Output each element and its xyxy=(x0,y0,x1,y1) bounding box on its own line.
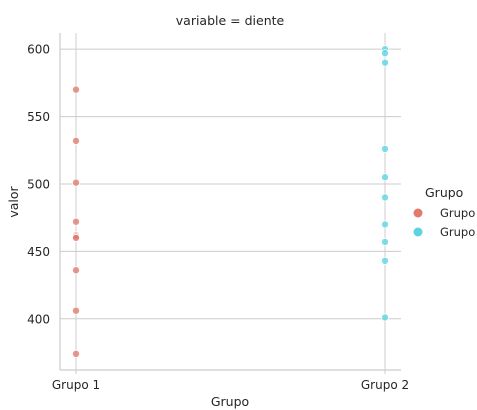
x-tick-label: Grupo 2 xyxy=(361,378,409,392)
legend: Grupo Grupo Grupo xyxy=(413,185,475,239)
x-tick-labels: Grupo 1 Grupo 2 xyxy=(52,378,409,392)
data-point xyxy=(380,173,389,182)
facet-title: variable = diente xyxy=(176,13,285,28)
data-points xyxy=(72,45,389,358)
data-point xyxy=(380,220,389,229)
legend-title: Grupo xyxy=(425,185,463,200)
grid-lines xyxy=(60,33,401,374)
legend-marker xyxy=(413,208,423,218)
y-tick-labels: 400 450 500 550 600 xyxy=(27,43,50,327)
data-point xyxy=(72,306,81,315)
data-point xyxy=(380,256,389,265)
data-point xyxy=(380,49,389,58)
data-point xyxy=(380,313,389,322)
data-point xyxy=(72,266,81,275)
axes xyxy=(59,33,401,371)
data-point xyxy=(72,178,81,187)
data-point xyxy=(380,193,389,202)
y-tick-label: 500 xyxy=(27,177,50,191)
y-axis-label: valor xyxy=(6,185,21,217)
data-point xyxy=(72,85,81,94)
y-tick-label: 600 xyxy=(27,43,50,57)
x-axis-label: Grupo xyxy=(211,394,249,409)
data-point xyxy=(380,237,389,246)
legend-label: Grupo xyxy=(440,206,475,220)
data-point xyxy=(72,217,81,226)
x-tick-label: Grupo 1 xyxy=(52,378,100,392)
legend-marker xyxy=(413,227,423,237)
data-point xyxy=(380,58,389,67)
y-tick-label: 400 xyxy=(27,312,50,326)
data-point xyxy=(380,144,389,153)
y-tick-label: 450 xyxy=(27,245,50,259)
y-tick-label: 550 xyxy=(27,110,50,124)
data-point xyxy=(72,349,81,358)
legend-label: Grupo xyxy=(440,225,475,239)
data-point xyxy=(72,136,81,145)
data-point xyxy=(72,233,81,242)
